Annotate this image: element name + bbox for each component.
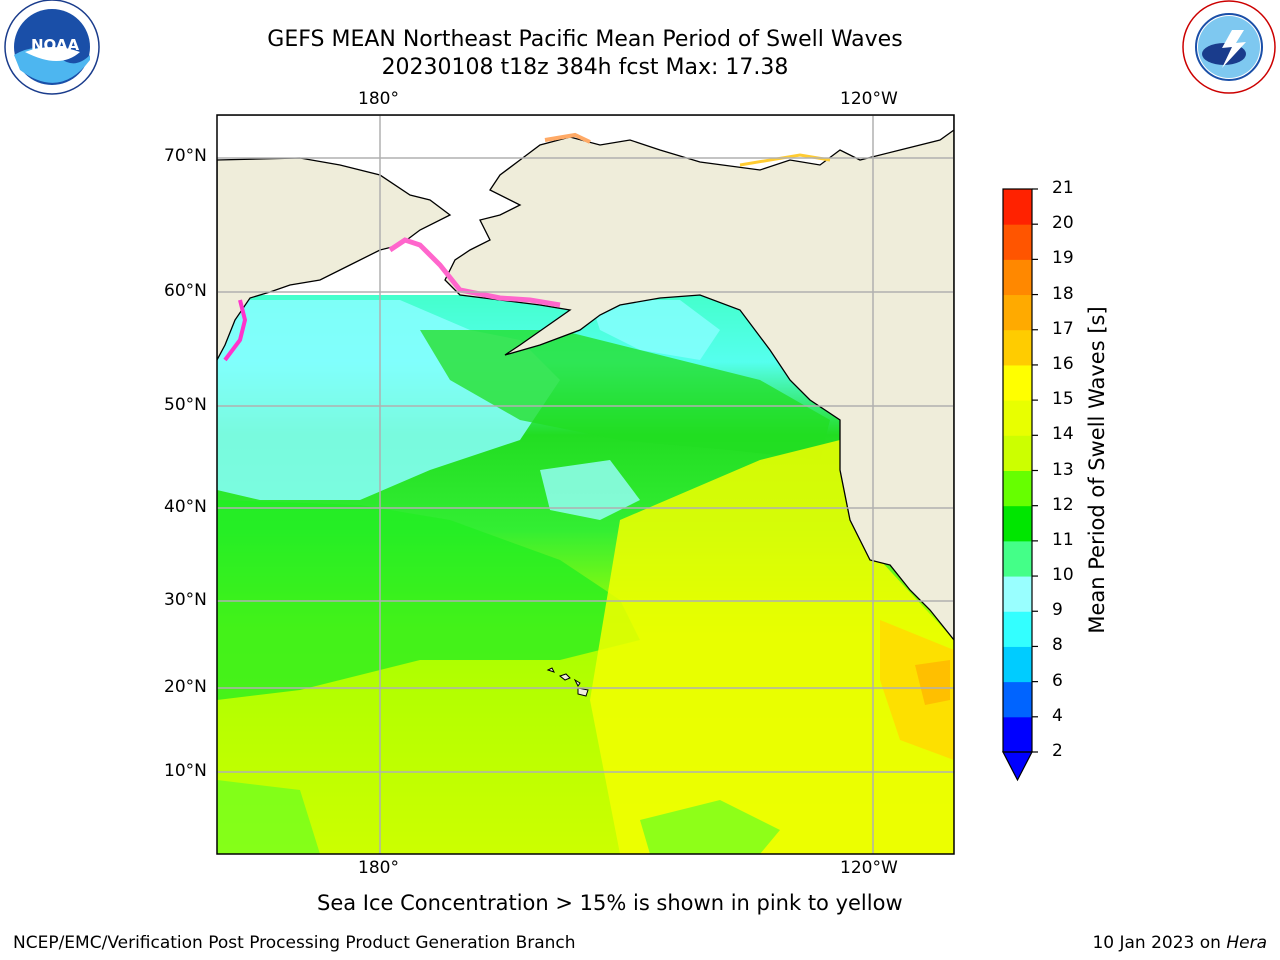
colorbar-swatch — [1003, 224, 1032, 260]
colorbar-tick-label: 18 — [1052, 283, 1074, 304]
colorbar-swatch — [1003, 576, 1032, 612]
lat-label-30n: 30°N — [164, 590, 207, 610]
colorbar-tick-label: 12 — [1052, 494, 1074, 515]
noaa-logo-text: NOAA — [31, 36, 80, 54]
noaa-logo — [4, 0, 100, 95]
colorbar-tick-label: 9 — [1052, 600, 1063, 621]
map-panel — [217, 115, 954, 854]
colorbar-tick-label: 19 — [1052, 248, 1074, 269]
colorbar-swatch — [1003, 259, 1032, 296]
hawaii-islands — [546, 667, 589, 697]
colorbar-tick-label: 6 — [1052, 670, 1063, 691]
sea-ice-edge — [388, 237, 561, 308]
footer-credit: NCEP/EMC/Verification Post Processing Pr… — [13, 933, 576, 953]
footer-machine: Hera — [1226, 933, 1267, 953]
nws-logo — [1182, 0, 1276, 94]
colorbar-swatch — [1003, 646, 1032, 683]
sea-ice-caption: Sea Ice Concentration > 15% is shown in … — [317, 891, 903, 915]
lat-label-70n: 70°N — [164, 146, 207, 166]
colorbar-swatch — [1003, 540, 1032, 577]
colorbar-extend-arrow — [1002, 751, 1033, 782]
colorbar-swatch — [1003, 505, 1032, 542]
colorbar-swatch — [1003, 189, 1032, 225]
colorbar-swatch — [1003, 364, 1032, 401]
colorbar-tick-label: 16 — [1052, 353, 1074, 374]
gridlines — [217, 115, 954, 854]
colorbar-swatch — [1003, 435, 1032, 471]
lat-label-60n: 60°N — [164, 281, 207, 301]
footer-date: 10 Jan 2023 on Hera — [1092, 933, 1267, 953]
colorbar-swatch — [1003, 400, 1032, 436]
lat-label-50n: 50°N — [164, 395, 207, 415]
lat-label-40n: 40°N — [164, 497, 207, 517]
colorbar-tick-label: 14 — [1052, 424, 1074, 445]
map-frame — [216, 114, 955, 855]
colorbar-swatch — [1003, 329, 1032, 366]
lon-label-bottom-120w: 120°W — [840, 858, 898, 878]
lat-label-10n: 10°N — [164, 761, 207, 781]
lat-label-20n: 20°N — [164, 677, 207, 697]
colorbar-tick-label: 21 — [1052, 178, 1074, 198]
mid-period-area — [217, 500, 640, 700]
colorbar-label: Mean Period of Swell Waves [s] — [1085, 306, 1109, 634]
colorbar-swatch — [1003, 470, 1032, 507]
colorbar-swatch — [1003, 681, 1032, 718]
colorbar-tick-label: 13 — [1052, 459, 1074, 480]
lon-label-bottom-180: 180° — [358, 858, 399, 878]
lon-label-top-120w: 120°W — [840, 89, 898, 109]
colorbar-swatch — [1003, 294, 1032, 331]
colorbar-swatch — [1003, 716, 1032, 753]
title-line-1: GEFS MEAN Northeast Pacific Mean Period … — [267, 27, 903, 52]
footer-date-text: 10 Jan 2023 on — [1092, 933, 1227, 953]
title-line-2: 20230108 t18z 384h fcst Max: 17.38 — [381, 55, 789, 80]
colorbar-tick-label: 4 — [1052, 705, 1063, 726]
colorbar-tick-label: 20 — [1052, 213, 1074, 234]
colorbar-tick-label: 2 — [1052, 741, 1063, 761]
north-america-land — [217, 115, 954, 642]
colorbar-swatch — [1003, 611, 1032, 647]
colorbar-tick-label: 10 — [1052, 565, 1074, 586]
colorbar-tick-label: 8 — [1052, 635, 1063, 656]
colorbar — [1002, 188, 1038, 782]
colorbar-tick-label: 11 — [1052, 529, 1074, 550]
lon-label-top-180: 180° — [358, 89, 399, 109]
colorbar-tick-label: 17 — [1052, 318, 1074, 339]
colorbar-tick-label: 15 — [1052, 389, 1074, 410]
